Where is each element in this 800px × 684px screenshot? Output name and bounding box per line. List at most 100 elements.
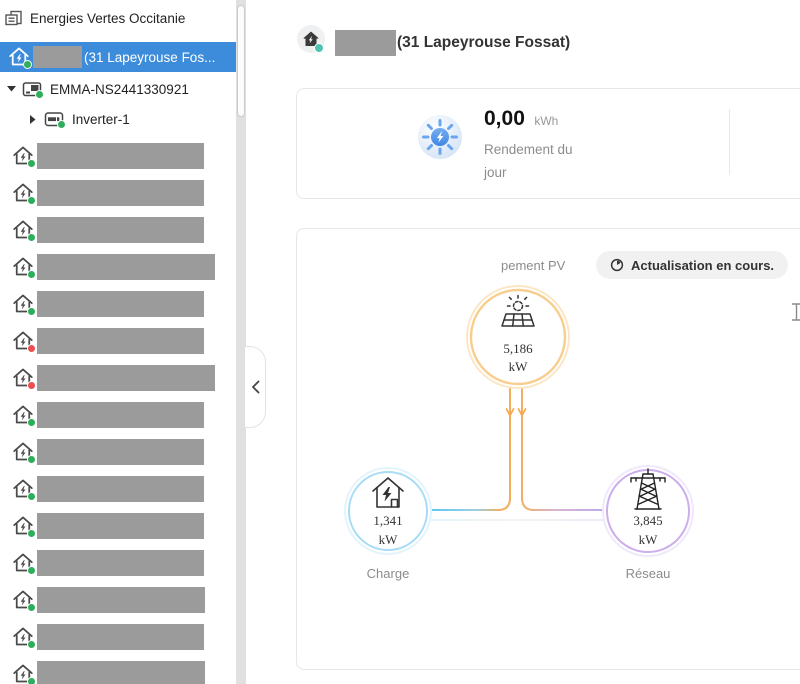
pv-node: [466, 285, 570, 389]
sidebar-item-plant[interactable]: [0, 322, 236, 359]
status-dot: [27, 454, 36, 464]
house-icon: [12, 626, 36, 649]
redacted-plant-name: [37, 364, 215, 391]
flow-arrow-down-icon: [505, 408, 527, 417]
battery-node-partial-icon: [792, 303, 800, 321]
redacted-plant-name: [37, 549, 204, 576]
sidebar-item-gateway[interactable]: EMMA-NS2441330921: [6, 76, 189, 102]
plant-status-dot: [314, 43, 324, 53]
load-value: 1,341: [373, 513, 403, 528]
house-icon: [12, 145, 36, 168]
company-name: Energies Vertes Occitanie: [30, 10, 186, 26]
chevron-left-icon: [251, 380, 259, 394]
status-dot: [27, 491, 36, 501]
redacted-plant-name: [37, 438, 204, 465]
sidebar-item-plant[interactable]: [0, 359, 236, 396]
daily-yield-label: Rendement du jour: [484, 142, 573, 180]
load-node: [344, 467, 432, 555]
solar-panel-icon: [501, 294, 535, 327]
load-label: Charge: [366, 566, 410, 581]
flow-pipe-pv-to-grid: [521, 386, 606, 511]
house-icon: [12, 256, 36, 279]
house-icon: [12, 219, 36, 242]
house-icon: [12, 293, 36, 316]
house-icon: [12, 404, 36, 427]
flow-pipe-pv-to-load: [429, 386, 511, 511]
house-icon: [12, 367, 36, 390]
selected-plant-label: (31 Lapeyrouse Fos...: [84, 49, 216, 65]
sidebar-item-plant[interactable]: [0, 174, 236, 211]
load-unit: kW: [378, 532, 398, 547]
status-dot: [57, 119, 66, 129]
caret-right-icon[interactable]: [28, 114, 38, 124]
status-dot: [27, 306, 36, 316]
house-icon: [12, 441, 36, 464]
sidebar-item-selected-plant[interactable]: (31 Lapeyrouse Fos...: [0, 42, 236, 72]
house-icon: [12, 515, 36, 538]
sidebar-item-plant[interactable]: [0, 507, 236, 544]
sidebar-item-inverter[interactable]: Inverter-1: [28, 106, 130, 132]
divider: [729, 109, 730, 175]
sidebar-item-plant[interactable]: [0, 544, 236, 581]
sidebar-collapse-button[interactable]: [245, 346, 266, 428]
sidebar-scrollbar-track[interactable]: [236, 0, 246, 684]
grid-label: Réseau: [625, 566, 671, 581]
status-dot: [27, 602, 36, 612]
house-icon: [12, 663, 36, 684]
sidebar-item-plant[interactable]: [0, 655, 236, 684]
sun-yield-icon: [418, 115, 462, 159]
refresh-status-text: Actualisation en cours.: [631, 257, 775, 273]
redacted-plant-name: [37, 401, 204, 428]
daily-yield-card: 0,00 kWh Rendement du jour: [296, 88, 800, 199]
sidebar-item-company[interactable]: Energies Vertes Occitanie: [4, 6, 185, 30]
device-tree-sidebar: Energies Vertes Occitanie (31 Lapeyrouse…: [0, 0, 236, 684]
inverter-label: Inverter-1: [72, 111, 130, 127]
sidebar-item-plant[interactable]: [0, 618, 236, 655]
plant-list: [0, 137, 236, 684]
status-dot: [27, 417, 36, 427]
status-dot: [27, 232, 36, 242]
sidebar-item-plant[interactable]: [0, 433, 236, 470]
status-dot: [27, 269, 36, 279]
redacted-plant-name: [37, 327, 204, 354]
redacted-plant-name: [37, 253, 215, 280]
grid-unit: kW: [638, 532, 658, 547]
pv-group-label: pement PV: [501, 258, 566, 273]
sidebar-item-plant[interactable]: [0, 248, 236, 285]
redacted-plant-name: [37, 660, 205, 684]
sidebar-item-plant[interactable]: [0, 581, 236, 618]
house-icon: [8, 46, 32, 69]
redacted-plant-name: [37, 475, 204, 502]
caret-down-icon[interactable]: [6, 86, 16, 92]
status-dot: [27, 639, 36, 649]
sidebar-item-plant[interactable]: [0, 211, 236, 248]
daily-yield-value: 0,00: [484, 107, 525, 130]
clock-icon: [610, 258, 624, 272]
status-dot: [27, 565, 36, 575]
redacted-plant-name: [37, 623, 204, 650]
redacted-plant-name: [37, 142, 204, 169]
sidebar-scrollbar-thumb[interactable]: [237, 5, 245, 117]
status-dot: [27, 528, 36, 538]
redacted-plant-name: [37, 216, 204, 243]
redacted-plant-name: [37, 290, 204, 317]
status-dot: [35, 89, 44, 99]
pv-value: 5,186: [503, 341, 533, 356]
grid-node: [602, 465, 694, 557]
house-icon: [12, 552, 36, 575]
sidebar-item-plant[interactable]: [0, 285, 236, 322]
company-icon: [5, 10, 22, 26]
status-dot: [27, 195, 36, 205]
energy-flow-diagram: [344, 285, 694, 557]
daily-yield-unit: kWh: [534, 114, 559, 128]
sidebar-item-plant[interactable]: [0, 470, 236, 507]
sidebar-item-plant[interactable]: [0, 137, 236, 174]
sidebar-item-plant[interactable]: [0, 396, 236, 433]
status-dot: [27, 676, 36, 684]
redacted-plant-name: [37, 586, 205, 613]
energy-flow-card: pement PV Actualisation en cours.: [296, 228, 800, 670]
house-icon: [12, 330, 36, 353]
gateway-icon: [22, 81, 44, 99]
house-icon: [12, 589, 36, 612]
redacted-plant-name: [37, 512, 204, 539]
